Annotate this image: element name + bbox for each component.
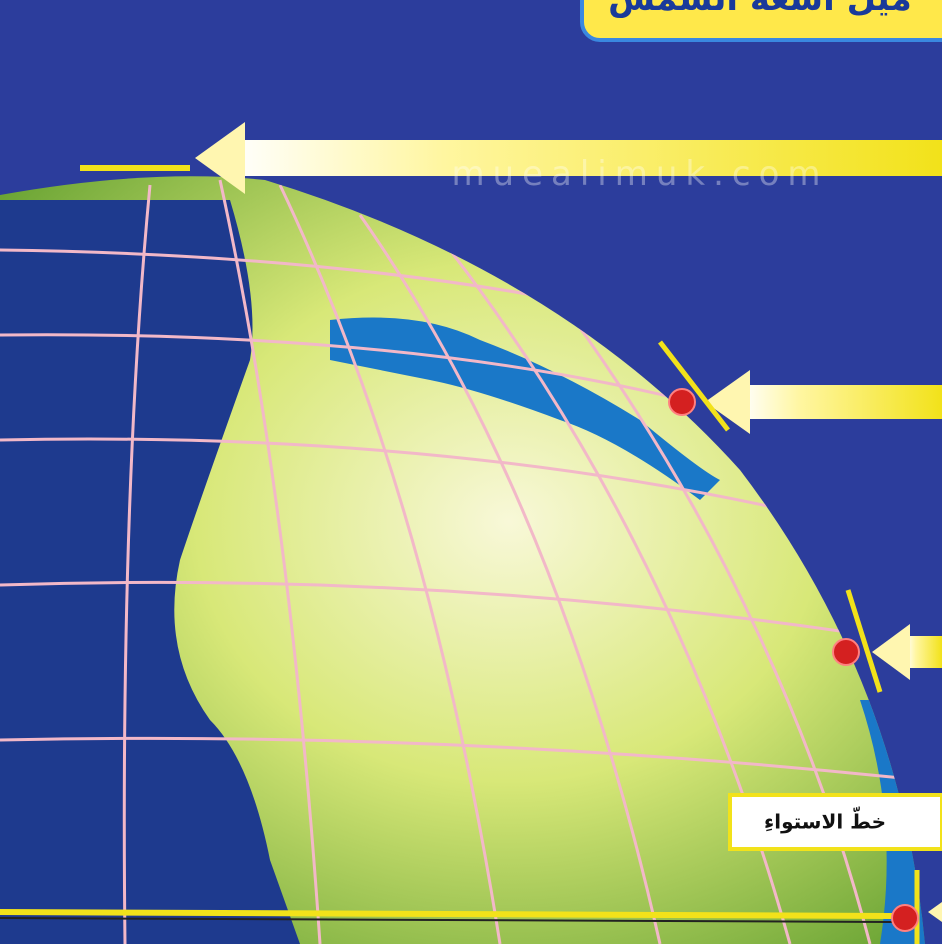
equator-label: خطّ الاستواءِ — [764, 806, 886, 833]
globe — [0, 176, 925, 944]
watermark: muealimuk.com — [451, 154, 828, 194]
equator-label-box: خطّ الاستواءِ — [728, 793, 942, 851]
title: ميل أشعة الشمس — [608, 0, 912, 19]
title-box: ميل أشعة الشمس — [580, 0, 942, 42]
sun-rays — [0, 122, 942, 944]
